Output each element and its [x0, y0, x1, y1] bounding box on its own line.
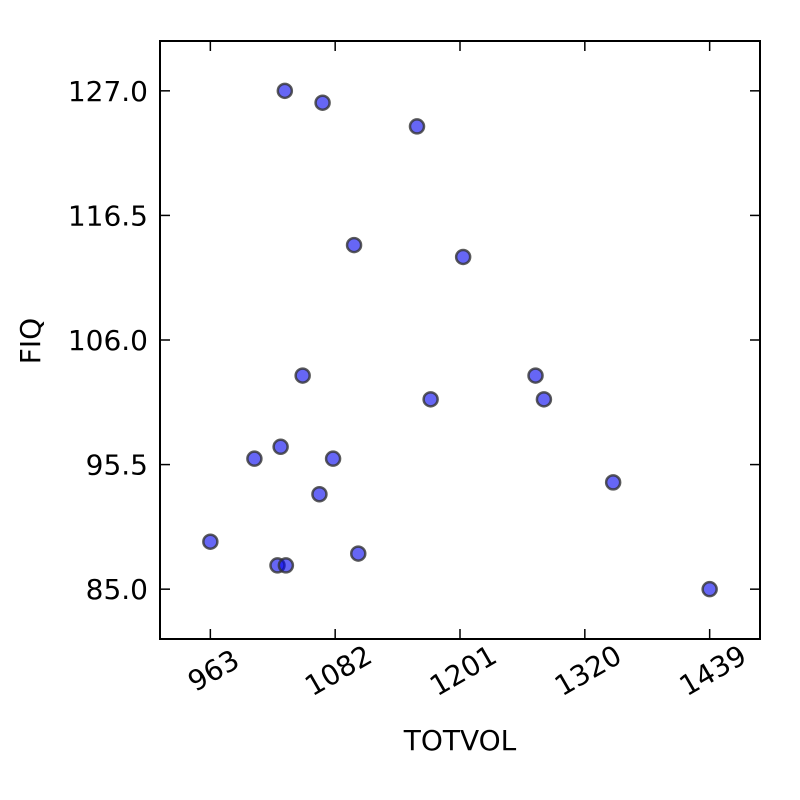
y-tick-label-0: 85.0 — [86, 573, 148, 606]
data-point-11 — [324, 450, 342, 467]
plot-frame — [159, 40, 761, 640]
data-point-2 — [408, 118, 426, 135]
data-point-10 — [246, 450, 263, 467]
data-point-4 — [454, 248, 472, 266]
data-point-0 — [276, 82, 294, 100]
data-point-13 — [311, 485, 328, 503]
data-point-14 — [202, 533, 219, 550]
y-tick-labels: 85.0 95.5 106.0 116.5 127.0 — [68, 75, 148, 606]
y-tick-label-1: 95.5 — [86, 449, 148, 482]
data-point-1 — [314, 94, 331, 111]
data-point-3 — [345, 236, 363, 254]
y-tick-label-4: 127.0 — [68, 75, 148, 108]
data-point-18 — [701, 580, 718, 598]
points-layer — [202, 82, 718, 598]
y-axis-title: FIQ — [14, 318, 47, 364]
data-point-12 — [604, 474, 622, 491]
data-point-6 — [527, 367, 544, 384]
ticks-layer — [160, 41, 760, 639]
data-point-15 — [350, 545, 367, 562]
y-tick-label-3: 116.5 — [68, 199, 148, 232]
data-point-17 — [277, 557, 295, 574]
y-tick-label-2: 106.0 — [68, 324, 148, 357]
x-axis-title: TOTVOL — [403, 724, 517, 757]
data-point-8 — [535, 391, 553, 408]
data-point-9 — [272, 438, 289, 456]
data-point-5 — [294, 367, 311, 384]
data-point-7 — [422, 391, 439, 408]
